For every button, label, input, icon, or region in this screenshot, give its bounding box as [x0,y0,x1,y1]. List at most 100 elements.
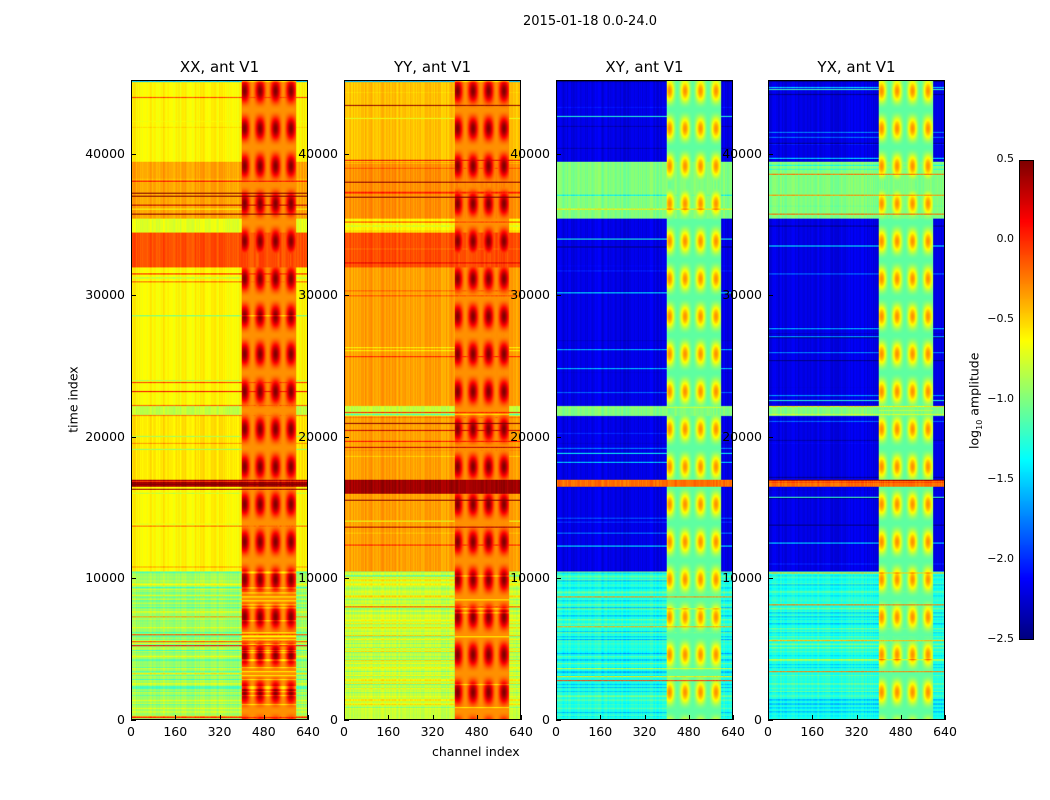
x-tick-label: 320 [632,724,657,739]
x-tick-label: 640 [509,724,533,739]
y-tick-mark [131,720,136,721]
y-tick-label: 10000 [85,570,125,586]
colorbar-tick-label: 0.0 [996,232,1015,245]
x-tick-label: 480 [251,724,276,739]
x-tick-label: 640 [721,724,745,739]
colorbar-tick-label: 0.5 [996,152,1015,165]
y-tick-mark [768,295,773,297]
x-tick-mark [644,715,646,720]
heatmap-panel [556,80,733,720]
y-tick-label: 40000 [85,145,125,161]
y-tick-mark [131,578,136,580]
y-tick-mark [768,720,773,721]
x-tick-mark [388,715,390,720]
x-tick-label: 0 [552,724,560,739]
colorbar [1019,160,1034,640]
y-tick-label: 20000 [510,428,550,444]
figure-title: 2015-01-18 0.0-24.0 [523,14,657,29]
heatmap-image [769,81,944,719]
x-tick-mark [308,715,309,720]
y-tick-mark [556,720,561,721]
panel-title: XY, ant V1 [605,58,684,76]
x-tick-label: 640 [296,724,320,739]
y-tick-mark [344,578,349,580]
x-tick-mark [476,715,478,720]
y-tick-mark [768,578,773,580]
heatmap-panel [131,80,308,720]
x-tick-label: 480 [464,724,489,739]
y-tick-mark [131,295,136,297]
x-tick-label: 0 [764,724,772,739]
x-tick-label: 0 [340,724,348,739]
x-tick-mark [812,715,814,720]
y-tick-label: 40000 [722,145,762,161]
y-tick-mark [556,578,561,580]
y-tick-mark [556,436,561,438]
heatmap-panel [344,80,521,720]
heatmap-image [132,81,307,719]
y-tick-label: 40000 [510,145,550,161]
y-tick-label: 30000 [510,287,550,303]
x-tick-mark [768,715,769,720]
y-tick-label: 40000 [298,145,338,161]
panel-title: YY, ant V1 [393,58,471,76]
heatmap-image [345,81,520,719]
x-tick-label: 320 [207,724,232,739]
x-tick-mark [263,715,265,720]
x-tick-label: 320 [844,724,869,739]
x-tick-mark [219,715,221,720]
heatmap-panel [768,80,945,720]
heatmap-image [557,81,732,719]
x-tick-mark [432,715,434,720]
x-tick-label: 0 [127,724,135,739]
y-tick-label: 0 [542,712,550,727]
y-tick-label: 10000 [510,570,550,586]
x-tick-mark [688,715,690,720]
colorbar-label: log10 amplitude [966,352,984,449]
x-tick-label: 480 [888,724,913,739]
x-tick-mark [600,715,602,720]
y-tick-mark [556,153,561,155]
x-tick-mark [856,715,858,720]
x-tick-label: 320 [420,724,445,739]
x-tick-label: 160 [800,724,825,739]
y-tick-mark [344,153,349,155]
x-tick-label: 160 [376,724,401,739]
panel-title: YX, ant V1 [817,58,896,76]
x-tick-mark [733,715,734,720]
panel-title: XX, ant V1 [179,58,260,76]
y-tick-mark [768,153,773,155]
y-tick-label: 30000 [85,287,125,303]
y-tick-mark [768,436,773,438]
y-tick-mark [131,436,136,438]
x-tick-mark [344,715,345,720]
y-tick-mark [556,295,561,297]
y-tick-label: 0 [330,712,338,727]
y-tick-mark [344,295,349,297]
colorbar-tick-label: −0.5 [987,312,1014,325]
y-tick-label: 0 [117,712,125,727]
x-tick-mark [521,715,522,720]
y-tick-label: 20000 [298,428,338,444]
x-tick-mark [131,715,132,720]
y-tick-mark [131,153,136,155]
y-tick-label: 30000 [722,287,762,303]
x-tick-mark [175,715,177,720]
y-tick-label: 0 [754,712,762,727]
y-tick-label: 20000 [722,428,762,444]
x-tick-mark [900,715,902,720]
y-tick-label: 30000 [298,287,338,303]
y-tick-label: 20000 [85,428,125,444]
y-tick-label: 10000 [722,570,762,586]
x-tick-label: 160 [588,724,613,739]
x-tick-mark [945,715,946,720]
x-tick-label: 640 [933,724,957,739]
colorbar-tick-label: −1.5 [987,472,1014,485]
x-tick-label: 480 [676,724,701,739]
y-tick-mark [344,436,349,438]
x-tick-mark [556,715,557,720]
colorbar-tick-label: −1.0 [987,392,1014,405]
y-tick-label: 10000 [298,570,338,586]
y-tick-mark [344,720,349,721]
